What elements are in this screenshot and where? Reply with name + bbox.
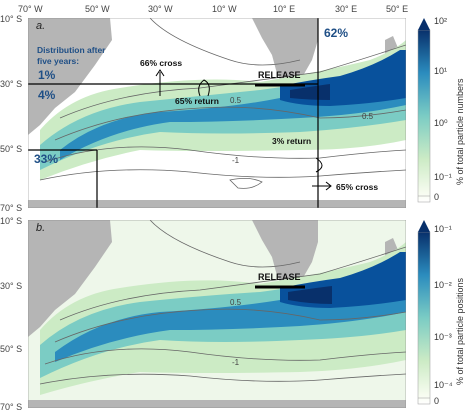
map-panel-b [28,220,406,408]
lon-label: 70° W [18,4,43,14]
contour-line [39,169,406,181]
colorbar-b [417,220,431,405]
density-core-dark [290,84,330,100]
colorbar-tick: 10⁻³ [434,332,452,342]
panel-tag: b. [36,222,46,234]
lon-label: 50° W [85,4,110,14]
contour-label: -1 [232,156,240,165]
colorbar-tick: 10⁰ [434,118,448,128]
antarctica-landmass [28,400,406,408]
contour-line [59,246,406,321]
colorbar-title: % of total particle positions [455,277,465,385]
lat-label: 50° S [0,344,23,354]
contour-label: 0.5 [230,96,242,105]
cross-66-label: 66% cross [140,58,183,68]
colorbar-tick: 10⁻⁴ [434,380,453,390]
lat-label: 70° S [0,402,23,412]
lon-label: 30° W [148,4,173,14]
contour-label: 0.5 [362,112,374,121]
lat-label: 30° S [0,281,23,291]
lat-label: 70° S [0,203,23,213]
contour-line [149,220,301,268]
colorbar-tick: 10⁻² [434,280,452,290]
contour-line [229,178,263,189]
density-layer-high [55,264,406,362]
panel-tag: a. [36,20,46,32]
lon-label: 30° E [335,4,358,14]
return-3-label: 3% return [272,136,312,146]
antarctica-landmass [28,200,406,208]
lat-label: 10° S [0,216,23,226]
africa-landmass [252,220,318,286]
arrow-cross-north [155,69,165,96]
contour-line [44,348,406,365]
colorbar-tick: 10¹ [434,66,448,76]
south-america-landmass [28,220,112,337]
density-layer-high [60,62,406,160]
lon-label: 50° E [386,4,409,14]
cross-65-label: 65% cross [336,182,379,192]
colorbar-tick: 10⁻¹ [434,224,452,234]
release-label: RELEASE [258,70,301,80]
arrow-cross-east [312,181,332,191]
pct-62: 62% [324,26,349,40]
south-america-landmass [28,18,112,135]
density-core-dark [288,286,332,304]
pct-4: 4% [38,88,56,102]
contour-label: 0.5 [230,298,242,307]
release-label: RELEASE [258,272,301,282]
arrow-return-loop-east [315,157,323,173]
pct-33: 33% [34,152,59,166]
return-65-label: 65% return [175,96,219,106]
colorbar-tick: 0 [434,396,440,406]
contour-label: -1 [232,358,240,367]
colorbar-tick: 10⁻¹ [434,172,452,182]
contour-line [54,308,406,343]
pct-1: 1% [38,68,56,82]
lat-label: 50° S [0,144,23,154]
colorbar-tick: 10² [434,16,448,26]
distribution-title: Distribution after [37,45,106,55]
lon-label: 10° E [273,4,296,14]
lat-label: 10° S [0,14,23,24]
lon-label: 10° W [212,4,237,14]
africa-landmass [252,18,318,84]
distribution-title: five years: [37,56,80,66]
contour-line [149,18,301,66]
contour-line [54,106,406,141]
arrow-return-loop [198,79,210,97]
colorbar-tick: 0 [434,192,440,202]
lat-label: 30° S [0,79,23,89]
contour-line [44,146,406,163]
colorbar-title: % of total particle numbers [455,78,465,185]
contour-line [59,44,406,119]
contour-line [39,373,406,385]
map-panel-a [28,18,406,208]
colorbar-a [417,18,431,203]
